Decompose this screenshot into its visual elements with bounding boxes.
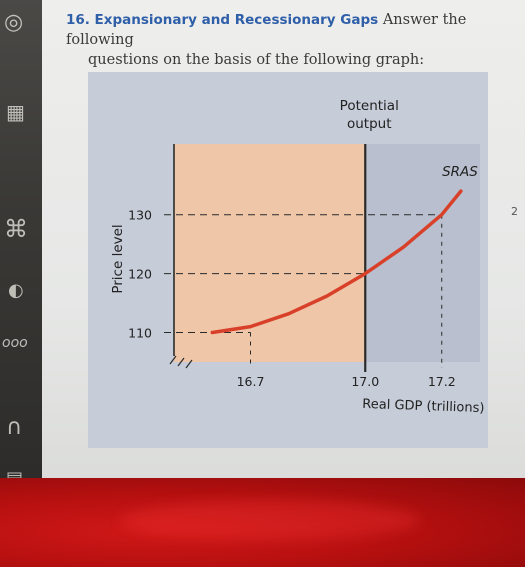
right-region [365, 144, 480, 362]
doodle-icon: ◎ [4, 10, 24, 35]
x-tick-label: 17.0 [351, 374, 379, 389]
sras-curve [210, 189, 463, 335]
y-tick-label: 110 [128, 326, 152, 341]
question-text-line2: questions on the basis of the following … [88, 52, 425, 68]
margin-mark: 2 [511, 205, 518, 218]
question-number: 16. [66, 12, 90, 28]
x-axis-label: Real GDP (trillions) [362, 397, 485, 416]
figure-panel: 110 120 130 16.7 17.0 17.2 Potential output S… [88, 72, 488, 448]
background-strip: ◎ ▦ ⌘ ◐ ooo ∩ ▤ [0, 0, 44, 500]
question-title: 16. Expansionary and Recessionary Gaps A… [66, 10, 516, 70]
doodle-icon: ⌘ [4, 215, 28, 243]
sras-label: SRAS [442, 164, 478, 180]
doodle-icon: ∩ [6, 415, 23, 440]
potential-output-label: Potential [340, 98, 399, 114]
y-tick-label: 130 [128, 208, 152, 223]
tick-labels: 110 120 130 16.7 17.0 17.2 [128, 208, 456, 389]
margin-mark: ooo [2, 335, 28, 351]
y-tick-label: 120 [128, 267, 152, 282]
y-axis-label: Price level [110, 224, 126, 293]
x-tick-label: 16.7 [237, 374, 265, 389]
question-heading: Expansionary and Recessionary Gaps [94, 12, 379, 28]
doodle-icon: ◐ [8, 280, 24, 301]
sras-chart: 110 120 130 16.7 17.0 17.2 Potential output S… [110, 98, 485, 416]
red-fabric [0, 478, 525, 567]
x-tick-label: 17.2 [428, 374, 456, 389]
potential-output-label: output [347, 116, 392, 132]
gap-region [174, 144, 366, 362]
question-text-line1: Answer the following [66, 12, 467, 48]
fabric-fold [120, 500, 420, 540]
axis-break [169, 355, 193, 369]
doodle-icon: ▦ [6, 100, 25, 124]
guide-lines [164, 214, 443, 368]
